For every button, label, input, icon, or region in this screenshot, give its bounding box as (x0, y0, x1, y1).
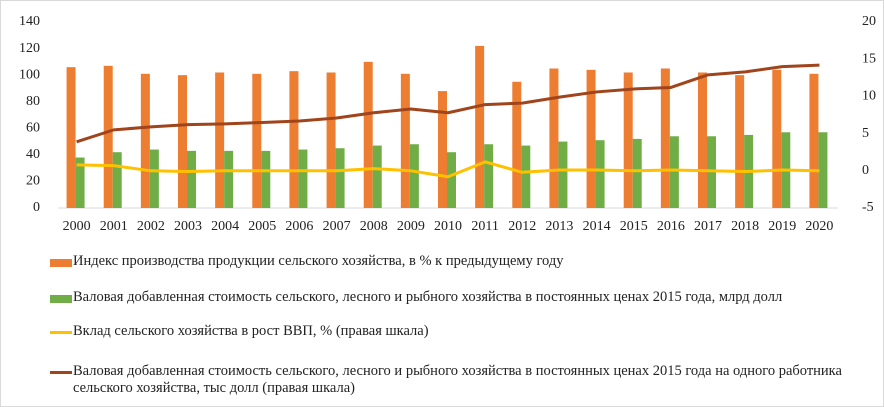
bar (400, 73, 410, 208)
legend-label: Вклад сельского хозяйства в рост ВВП, % … (73, 323, 429, 339)
bar (558, 141, 568, 208)
x-tick-label: 2018 (731, 219, 759, 234)
legend-marker (50, 371, 72, 374)
bar (178, 75, 187, 209)
bar (335, 148, 345, 208)
bar (289, 71, 299, 209)
x-tick-label: 2017 (694, 219, 722, 234)
bar (595, 140, 605, 208)
legend-item: Валовая добавленная стоимость сельского,… (50, 363, 870, 397)
bar (140, 73, 150, 208)
legend-item: Валовая добавленная стоимость сельского,… (50, 289, 870, 306)
bar (809, 73, 819, 208)
bar (103, 65, 113, 208)
legend-label: Валовая добавленная стоимость сельского,… (73, 289, 783, 305)
bar (512, 81, 522, 208)
y-tick-label: 80 (26, 94, 40, 109)
bar (372, 145, 382, 208)
x-tick-label: 2008 (360, 219, 388, 234)
x-tick-label: 2016 (657, 219, 685, 234)
y-tick-label: 100 (19, 67, 40, 82)
bar (698, 72, 707, 208)
x-tick-label: 2010 (434, 219, 462, 234)
bar (363, 61, 373, 208)
y2-tick-label: 20 (862, 14, 876, 29)
bar (818, 132, 828, 208)
bar (438, 91, 447, 208)
legend-marker (50, 295, 72, 303)
y-tick-label: 40 (26, 147, 40, 162)
x-tick-label: 2009 (397, 219, 425, 234)
y2-tick-label: 15 (862, 51, 876, 66)
x-tick-label: 2019 (768, 219, 796, 234)
bar (224, 150, 234, 208)
bar (149, 149, 159, 208)
bar (549, 68, 559, 208)
bar (735, 75, 745, 209)
bar (326, 72, 336, 208)
bar (66, 67, 76, 209)
bar (623, 72, 633, 208)
bar (772, 69, 782, 208)
x-tick-label: 2004 (211, 219, 239, 234)
y2-tick-label: -5 (862, 200, 874, 215)
y-tick-label: 0 (33, 200, 40, 215)
legend-marker (50, 259, 72, 267)
y-tick-label: 20 (26, 174, 40, 189)
y2-tick-label: 5 (862, 126, 869, 141)
x-tick-label: 2014 (583, 219, 611, 234)
bar (187, 150, 196, 208)
x-tick-label: 2005 (248, 219, 276, 234)
y-tick-label: 120 (19, 41, 40, 56)
x-tick-label: 2012 (508, 219, 536, 234)
y2-tick-label: 0 (862, 163, 869, 178)
bar (586, 69, 596, 208)
bar (660, 68, 670, 208)
bar (112, 152, 122, 208)
x-tick-label: 2020 (805, 219, 833, 234)
x-tick-label: 2007 (323, 219, 351, 234)
line (76, 63, 820, 144)
bar (409, 144, 419, 208)
bar (669, 136, 679, 208)
x-tick-label: 2003 (174, 219, 202, 234)
x-tick-label: 2006 (285, 219, 313, 234)
y-tick-label: 140 (19, 14, 40, 29)
legend-marker (50, 331, 72, 334)
x-tick-label: 2015 (620, 219, 648, 234)
bar (484, 144, 494, 208)
x-tick-label: 2002 (137, 219, 165, 234)
y2-tick-label: 10 (862, 89, 876, 104)
line (76, 160, 820, 179)
bar (298, 149, 308, 208)
x-tick-label: 2011 (471, 219, 498, 234)
bar (75, 157, 85, 208)
bar (252, 73, 262, 208)
bar (447, 152, 456, 208)
x-tick-label: 2001 (100, 219, 128, 234)
bar (475, 45, 485, 208)
bar (521, 145, 531, 208)
x-tick-label: 2013 (545, 219, 573, 234)
legend-label: Индекс производства продукции сельского … (73, 253, 564, 269)
x-tick-label: 2000 (63, 219, 91, 234)
legend-label: Валовая добавленная стоимость сельского,… (73, 363, 842, 396)
bar (632, 138, 642, 208)
bar (261, 150, 271, 208)
legend-item: Индекс производства продукции сельского … (50, 253, 870, 270)
legend-item: Вклад сельского хозяйства в рост ВВП, % … (50, 323, 870, 340)
bar (215, 72, 225, 208)
y-tick-label: 60 (26, 121, 40, 136)
